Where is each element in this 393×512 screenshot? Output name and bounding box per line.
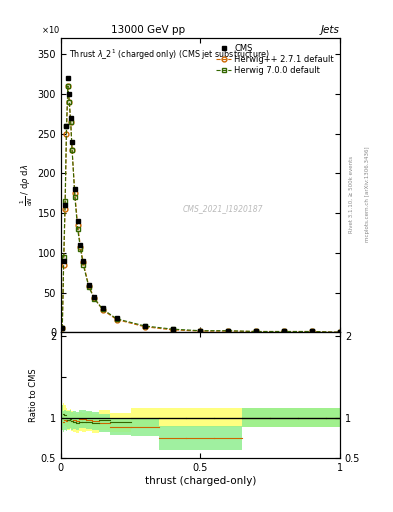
- Herwig 7.0.0 default: [226, 328, 231, 334]
- Text: Thrust $\lambda$_2$^1$ (charged only) (CMS jet substructure): Thrust $\lambda$_2$^1$ (charged only) (C…: [69, 47, 270, 61]
- Herwig++ 2.7.1 default: [75, 222, 80, 228]
- CMS: [142, 323, 147, 329]
- Herwig 7.0.0 default: [67, 99, 72, 105]
- Text: $\times10$: $\times10$: [40, 24, 59, 35]
- Herwig++ 2.7.1 default: [101, 307, 105, 313]
- Y-axis label: Ratio to CMS: Ratio to CMS: [29, 369, 38, 422]
- Herwig++ 2.7.1 default: [61, 262, 66, 268]
- Text: Rivet 3.1.10, ≥ 500k events: Rivet 3.1.10, ≥ 500k events: [349, 156, 354, 233]
- Herwig 7.0.0 default: [254, 328, 259, 334]
- Herwig 7.0.0 default: [92, 296, 97, 302]
- CMS: [254, 328, 259, 334]
- Herwig 7.0.0 default: [81, 262, 86, 268]
- Herwig 7.0.0 default: [70, 146, 74, 153]
- Herwig 7.0.0 default: [78, 246, 83, 252]
- CMS: [67, 91, 72, 97]
- Herwig++ 2.7.1 default: [70, 146, 74, 153]
- Herwig 7.0.0 default: [61, 254, 66, 260]
- CMS: [68, 115, 73, 121]
- CMS: [60, 325, 65, 331]
- CMS: [73, 186, 77, 193]
- CMS: [310, 328, 314, 334]
- Herwig++ 2.7.1 default: [60, 325, 65, 331]
- X-axis label: thrust (charged-only): thrust (charged-only): [145, 476, 256, 486]
- Herwig 7.0.0 default: [338, 329, 342, 335]
- Herwig++ 2.7.1 default: [81, 259, 86, 265]
- CMS: [338, 329, 342, 335]
- CMS: [114, 315, 119, 321]
- CMS: [64, 123, 69, 129]
- CMS: [75, 218, 80, 224]
- Herwig 7.0.0 default: [60, 325, 65, 331]
- CMS: [70, 139, 74, 145]
- CMS: [282, 328, 286, 334]
- Herwig 7.0.0 default: [310, 328, 314, 334]
- Herwig++ 2.7.1 default: [66, 83, 70, 89]
- Herwig++ 2.7.1 default: [73, 190, 77, 197]
- Herwig++ 2.7.1 default: [63, 206, 68, 212]
- Herwig 7.0.0 default: [170, 326, 175, 332]
- Herwig++ 2.7.1 default: [170, 327, 175, 333]
- CMS: [92, 293, 97, 300]
- Herwig++ 2.7.1 default: [310, 328, 314, 334]
- CMS: [63, 202, 68, 208]
- Herwig++ 2.7.1 default: [92, 295, 97, 301]
- Herwig++ 2.7.1 default: [254, 328, 259, 334]
- CMS: [101, 305, 105, 311]
- Y-axis label: $\frac{1}{\mathrm{d}N}\ /\ \mathrm{d}\rho\ \mathrm{d}\lambda$: $\frac{1}{\mathrm{d}N}\ /\ \mathrm{d}\rh…: [18, 164, 35, 206]
- Herwig++ 2.7.1 default: [282, 328, 286, 334]
- Herwig++ 2.7.1 default: [78, 243, 83, 249]
- Herwig++ 2.7.1 default: [67, 99, 72, 105]
- Herwig++ 2.7.1 default: [68, 119, 73, 125]
- CMS: [78, 242, 83, 248]
- Text: mcplots.cern.ch [arXiv:1306.3436]: mcplots.cern.ch [arXiv:1306.3436]: [365, 147, 370, 242]
- Line: CMS: CMS: [60, 76, 342, 334]
- CMS: [170, 326, 175, 332]
- Herwig++ 2.7.1 default: [86, 283, 91, 289]
- Herwig 7.0.0 default: [73, 194, 77, 200]
- Herwig++ 2.7.1 default: [142, 324, 147, 330]
- Herwig++ 2.7.1 default: [198, 328, 203, 334]
- Herwig 7.0.0 default: [68, 119, 73, 125]
- Herwig 7.0.0 default: [75, 226, 80, 232]
- Herwig 7.0.0 default: [198, 328, 203, 334]
- CMS: [66, 75, 70, 81]
- Herwig++ 2.7.1 default: [338, 329, 342, 335]
- Herwig 7.0.0 default: [63, 198, 68, 204]
- Herwig 7.0.0 default: [282, 328, 286, 334]
- Herwig 7.0.0 default: [64, 123, 69, 129]
- Herwig 7.0.0 default: [101, 306, 105, 312]
- Line: Herwig 7.0.0 default: Herwig 7.0.0 default: [60, 83, 342, 335]
- Text: Jets: Jets: [321, 25, 340, 35]
- Line: Herwig++ 2.7.1 default: Herwig++ 2.7.1 default: [60, 83, 342, 335]
- CMS: [81, 258, 86, 264]
- Herwig 7.0.0 default: [86, 284, 91, 290]
- Herwig++ 2.7.1 default: [64, 131, 69, 137]
- Herwig++ 2.7.1 default: [226, 328, 231, 334]
- CMS: [86, 282, 91, 288]
- CMS: [61, 258, 66, 264]
- Herwig 7.0.0 default: [142, 323, 147, 329]
- Herwig++ 2.7.1 default: [114, 316, 119, 323]
- Legend: CMS, Herwig++ 2.7.1 default, Herwig 7.0.0 default: CMS, Herwig++ 2.7.1 default, Herwig 7.0.…: [215, 42, 336, 77]
- Text: 13000 GeV pp: 13000 GeV pp: [111, 25, 185, 35]
- CMS: [226, 328, 231, 334]
- Herwig 7.0.0 default: [114, 316, 119, 322]
- Herwig 7.0.0 default: [66, 83, 70, 89]
- Text: CMS_2021_I1920187: CMS_2021_I1920187: [182, 204, 263, 214]
- CMS: [198, 328, 203, 334]
